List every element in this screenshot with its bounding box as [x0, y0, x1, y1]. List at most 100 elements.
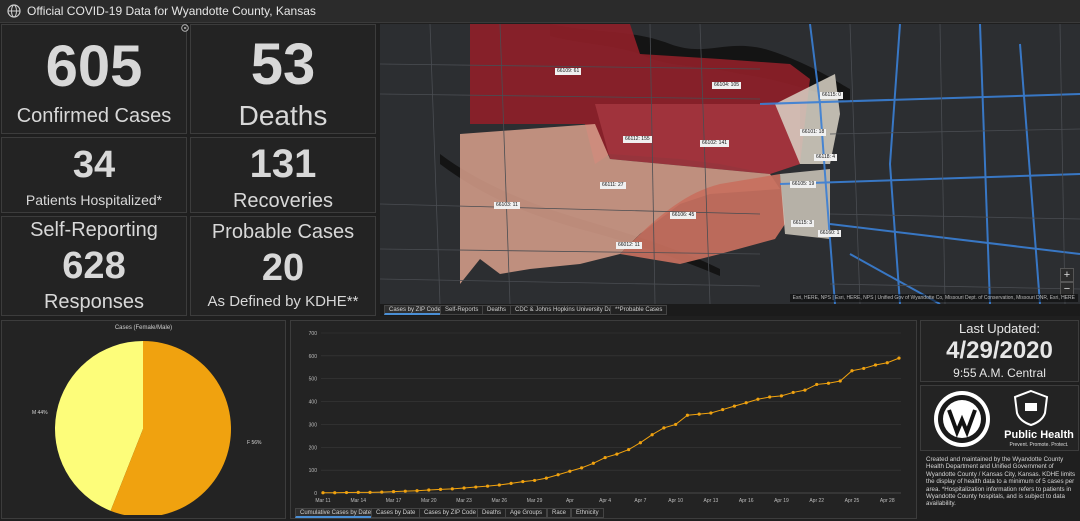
data-point[interactable] — [521, 479, 525, 484]
public-health-tagline: Prevent. Promote. Protect. — [1009, 442, 1069, 448]
data-point[interactable] — [450, 487, 454, 491]
data-point[interactable] — [850, 369, 854, 373]
self-reporting-title: Self-Reporting — [30, 219, 158, 241]
data-point[interactable] — [509, 481, 513, 485]
data-point[interactable] — [838, 379, 842, 383]
zip-area-66105 — [780, 169, 830, 239]
data-point[interactable] — [662, 426, 666, 430]
tab-deaths[interactable]: Deaths — [482, 305, 512, 315]
x-tick-label: Mar 20 — [421, 498, 437, 504]
info-icon[interactable] — [181, 24, 189, 32]
tab-cdc-jhu-data[interactable]: CDC & Johns Hopkins University Data — [510, 305, 623, 315]
tab-ethnicity[interactable]: Ethnicity — [571, 508, 604, 518]
x-tick-label: Mar 14 — [350, 498, 366, 504]
data-point[interactable] — [580, 466, 584, 470]
globe-icon[interactable] — [7, 4, 21, 18]
pie-slice-male[interactable] — [54, 341, 143, 511]
data-point[interactable] — [744, 401, 748, 405]
x-tick-label: Apr 19 — [774, 498, 789, 504]
data-point[interactable] — [497, 483, 501, 487]
data-point[interactable] — [709, 411, 713, 415]
tab-self-reports[interactable]: Self-Reports — [440, 305, 484, 315]
data-point[interactable] — [638, 441, 642, 445]
x-tick-label: Apr 16 — [739, 498, 754, 504]
data-point[interactable] — [462, 486, 466, 490]
deaths-panel: 53 Deaths — [190, 24, 376, 134]
tab-chart-cases-by-zip[interactable]: Cases by ZIP Code — [419, 508, 481, 518]
data-point[interactable] — [756, 397, 760, 401]
zip-label: 66101: 18 — [800, 129, 827, 136]
data-point[interactable] — [674, 422, 678, 427]
unified-government-seal-icon — [934, 391, 990, 447]
data-point[interactable] — [721, 407, 725, 412]
zip-label: 66102: 141 — [700, 140, 730, 147]
pie-chart-svg: M 44% F 56% — [32, 341, 262, 515]
data-point[interactable] — [427, 488, 431, 492]
data-point[interactable] — [803, 388, 807, 392]
data-point[interactable] — [333, 491, 337, 495]
tab-race[interactable]: Race — [547, 508, 572, 518]
x-tick-label: Mar 11 — [315, 498, 330, 504]
data-point[interactable] — [532, 478, 537, 483]
tab-age-groups[interactable]: Age Groups — [505, 508, 548, 518]
data-point[interactable] — [685, 413, 690, 417]
data-point[interactable] — [356, 490, 360, 494]
zip-label: 66115: 3 — [791, 220, 815, 227]
zip-code-map[interactable]: 66109: 61 66104: 105 66112: 155 66102: 1… — [380, 24, 1080, 304]
probable-cases-label: As Defined by KDHE** — [207, 293, 359, 310]
hospitalized-panel: 34 Patients Hospitalized* — [1, 137, 187, 213]
data-point[interactable] — [779, 394, 784, 398]
data-point[interactable] — [344, 490, 349, 495]
recoveries-label: Recoveries — [232, 190, 334, 212]
tab-cases-by-date[interactable]: Cases by Date — [371, 508, 421, 518]
data-point[interactable] — [615, 452, 619, 456]
x-tick-label: Mar 17 — [386, 498, 402, 504]
data-point[interactable] — [556, 473, 560, 477]
data-point[interactable] — [391, 490, 396, 494]
data-point[interactable] — [627, 447, 631, 452]
data-point[interactable] — [591, 461, 595, 465]
data-point[interactable] — [415, 489, 419, 493]
public-health-name: Public Health — [1004, 429, 1074, 441]
series-line — [323, 357, 900, 494]
y-tick-label: 100 — [309, 468, 318, 474]
data-point[interactable] — [603, 455, 607, 460]
pie-slice-female[interactable] — [110, 341, 231, 515]
confirmed-cases-panel: 605 Confirmed Cases — [1, 24, 187, 134]
zoom-out-button[interactable]: − — [1060, 282, 1074, 296]
tab-chart-deaths[interactable]: Deaths — [477, 508, 507, 518]
data-point[interactable] — [862, 366, 866, 371]
y-tick-label: 600 — [309, 354, 318, 360]
tab-cumulative-cases[interactable]: Cumulative Cases by Date — [295, 508, 377, 518]
map-canvas[interactable] — [380, 24, 1080, 304]
data-point[interactable] — [697, 412, 701, 416]
data-point[interactable] — [768, 395, 772, 399]
data-point[interactable] — [826, 381, 831, 385]
data-point[interactable] — [544, 476, 548, 480]
data-point[interactable] — [368, 490, 372, 494]
data-point[interactable] — [438, 487, 443, 491]
hospitalized-value: 34 — [72, 144, 116, 186]
data-point[interactable] — [791, 390, 795, 395]
tab-cases-by-zip[interactable]: Cases by ZIP Code — [384, 305, 446, 315]
self-reporting-value: 628 — [62, 245, 126, 287]
data-point[interactable] — [321, 491, 325, 495]
zoom-in-button[interactable]: + — [1060, 268, 1074, 282]
data-point[interactable] — [403, 489, 407, 493]
last-updated-date: 4/29/2020 — [946, 337, 1053, 364]
tab-probable-cases[interactable]: **Probable Cases — [610, 305, 668, 315]
data-point[interactable] — [485, 484, 490, 488]
data-point[interactable] — [474, 485, 478, 489]
data-point[interactable] — [650, 433, 654, 437]
data-point[interactable] — [568, 469, 572, 473]
data-point[interactable] — [897, 356, 901, 360]
zip-area-66111 — [460, 124, 780, 284]
data-point[interactable] — [885, 361, 889, 365]
data-point[interactable] — [380, 490, 384, 494]
data-point[interactable] — [815, 382, 819, 387]
y-tick-label: 200 — [309, 445, 318, 451]
x-tick-label: Mar 26 — [492, 498, 508, 504]
data-point[interactable] — [873, 363, 878, 367]
data-point[interactable] — [732, 404, 737, 408]
zip-label: 66012: 11 — [616, 242, 642, 249]
